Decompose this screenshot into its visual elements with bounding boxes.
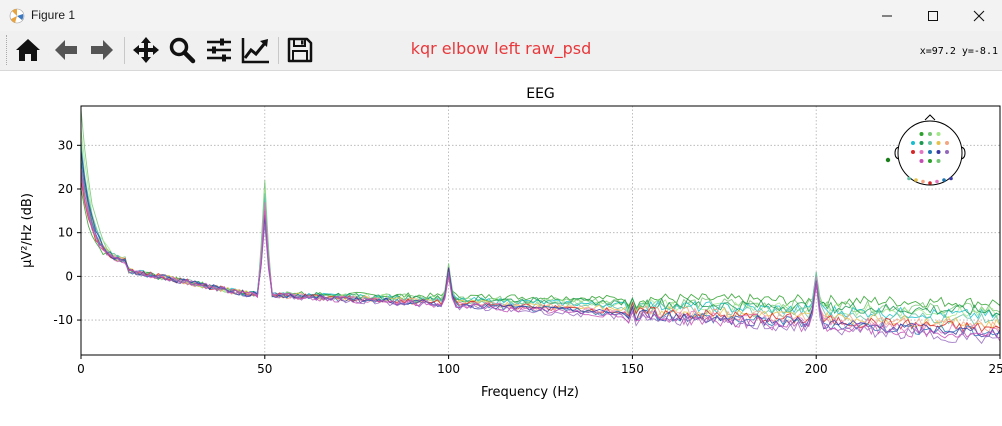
sensor-dot [928, 141, 932, 145]
subplots-button[interactable] [203, 34, 235, 66]
sensor-dot [919, 159, 924, 163]
y-tick-label: 20 [58, 182, 73, 196]
toolbar-separator [124, 37, 125, 64]
toolbar-grip[interactable] [6, 35, 9, 65]
axes-frame [80, 105, 1001, 356]
chart-title: EEG [526, 86, 555, 102]
psd-line-ch5 [80, 152, 1001, 317]
matplotlib-app-icon [9, 8, 25, 24]
maximize-icon [928, 10, 938, 21]
x-tick-label: 250 [989, 362, 1002, 376]
window-titlebar: Figure 1 [0, 0, 1002, 31]
magnifier-icon [169, 37, 196, 64]
sensor-dot [921, 179, 925, 184]
x-tick-label: 50 [257, 362, 272, 376]
x-tick-label: 100 [437, 362, 460, 376]
topomap-sensors [885, 132, 953, 185]
y-axis-label: µV²/Hz (dB) [20, 193, 35, 268]
sensor-dot [936, 141, 941, 145]
toolbar-separator [278, 37, 279, 64]
y-tick-label: 0 [65, 269, 73, 283]
sensor-topomap-legend [885, 114, 966, 186]
forward-button[interactable] [86, 34, 118, 66]
floppy-disk-icon [287, 37, 313, 63]
psd-line-ch2 [80, 109, 1001, 315]
sensor-dot [911, 141, 915, 145]
sensor-dot [928, 150, 932, 154]
sliders-icon [207, 38, 231, 62]
home-button[interactable] [12, 34, 44, 66]
topomap-right-ear [959, 146, 966, 160]
psd-line-ch14 [80, 173, 1001, 342]
axis-ticks: 0 50 100 150 200 250 -10 0 10 20 30 [53, 138, 1002, 376]
sensor-dot [914, 178, 918, 182]
psd-lines [80, 109, 1001, 345]
minimize-button[interactable] [864, 0, 910, 31]
window-title: Figure 1 [31, 8, 76, 22]
pan-button[interactable] [130, 34, 162, 66]
sensor-dot [885, 157, 891, 163]
sensor-dot [945, 141, 949, 145]
sensor-dot [936, 132, 941, 136]
navigation-toolbar: kqr elbow left raw_psd x=97.2 y=-8.1 [0, 31, 1002, 71]
sensor-dot [928, 159, 932, 163]
sensor-dot [936, 150, 941, 154]
sensor-dot [935, 179, 939, 184]
maximize-button[interactable] [910, 0, 956, 31]
sensor-dot [945, 150, 949, 154]
sensor-dot [907, 176, 911, 181]
sensor-dot [949, 176, 953, 181]
y-tick-label: -10 [53, 313, 73, 327]
x-axis-label: Frequency (Hz) [481, 385, 579, 400]
save-button[interactable] [284, 34, 316, 66]
x-tick-label: 200 [805, 362, 828, 376]
psd-line-ch13 [80, 169, 1001, 345]
sensor-dot [928, 132, 932, 136]
y-tick-label: 30 [58, 138, 73, 152]
zoom-button[interactable] [166, 34, 198, 66]
arrow-left-icon [55, 40, 77, 60]
sensor-dot [942, 178, 946, 182]
sensor-dot [919, 150, 924, 154]
sensor-dot [911, 150, 915, 154]
x-tick-label: 0 [77, 362, 85, 376]
sensor-dot [919, 141, 924, 145]
cursor-coordinates: x=97.2 y=-8.1 [919, 46, 998, 57]
edit-axes-button[interactable] [240, 34, 272, 66]
y-tick-label: 10 [58, 226, 73, 240]
psd-line-ch1 [80, 189, 1001, 311]
close-button[interactable] [956, 0, 1002, 31]
topomap-nose [924, 114, 936, 121]
eeg-psd-chart[interactable]: 0 50 100 150 200 250 -10 0 10 20 30 EEG Frequency … [0, 71, 1002, 422]
back-button[interactable] [50, 34, 82, 66]
move-icon [133, 37, 159, 63]
topomap-left-ear [894, 146, 901, 160]
sensor-dot [928, 181, 932, 185]
sensor-dot [936, 159, 941, 163]
sensor-dot [919, 132, 924, 136]
arrow-right-icon [91, 40, 113, 60]
x-tick-label: 150 [621, 362, 644, 376]
psd-line-ch4 [80, 144, 1001, 320]
line-chart-icon [241, 38, 269, 64]
minimize-icon [882, 15, 892, 16]
home-icon [16, 39, 40, 61]
figure-canvas[interactable]: 0 50 100 150 200 250 -10 0 10 20 30 EEG Frequency … [0, 71, 1002, 422]
close-icon [973, 10, 985, 21]
